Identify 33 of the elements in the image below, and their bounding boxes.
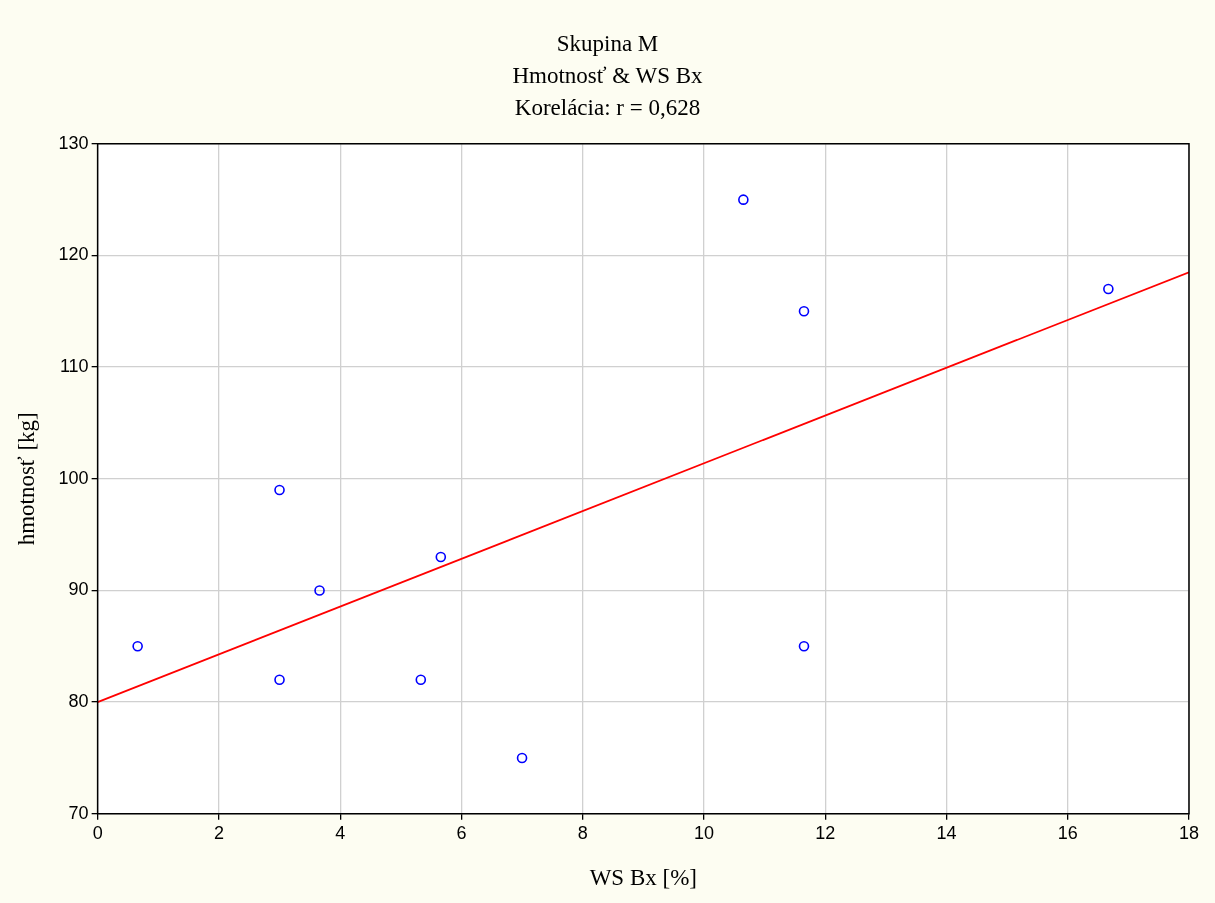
point	[1103, 283, 1114, 295]
point	[314, 585, 325, 596]
y-tick-label: 100	[58, 467, 89, 488]
point	[738, 194, 749, 205]
x-tick-label: 12	[815, 822, 836, 843]
point	[435, 551, 447, 563]
y-tick-label: 90	[68, 579, 89, 600]
chart-subtitle: Hmotnosť & WS Bx	[511, 62, 704, 90]
y-axis-title: hmotnosť [kg]	[13, 412, 39, 546]
point	[798, 641, 810, 652]
x-tick-label: 2	[213, 822, 224, 843]
point	[274, 484, 285, 496]
y-tick-label: 110	[59, 356, 89, 377]
text: Korelácia: r = 0,628	[513, 94, 702, 122]
point	[415, 674, 427, 686]
x-tick-label: 4	[335, 822, 346, 843]
x-tick-label: 18	[1178, 822, 1200, 843]
point	[798, 306, 810, 317]
x-tick-label: 8	[577, 822, 588, 843]
point	[274, 674, 285, 686]
x-tick-label: 10	[693, 822, 714, 843]
y-tick-label: 130	[58, 132, 89, 153]
chart-title: Skupina M	[555, 30, 660, 58]
x-tick-label: 16	[1057, 822, 1078, 843]
x-axis-title: WS Bx [%]	[589, 865, 697, 891]
y-tick-label: 80	[68, 691, 89, 712]
y-tick-label: 120	[58, 244, 89, 265]
x-tick-label: 14	[936, 822, 957, 843]
point	[132, 641, 143, 652]
x-tick-label: 6	[456, 822, 467, 843]
x-tick-label: 0	[92, 822, 103, 843]
point	[516, 752, 528, 764]
y-tick-label: 70	[68, 802, 89, 823]
